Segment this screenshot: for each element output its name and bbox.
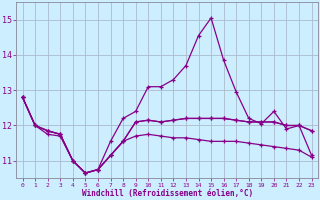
X-axis label: Windchill (Refroidissement éolien,°C): Windchill (Refroidissement éolien,°C) xyxy=(82,189,253,198)
